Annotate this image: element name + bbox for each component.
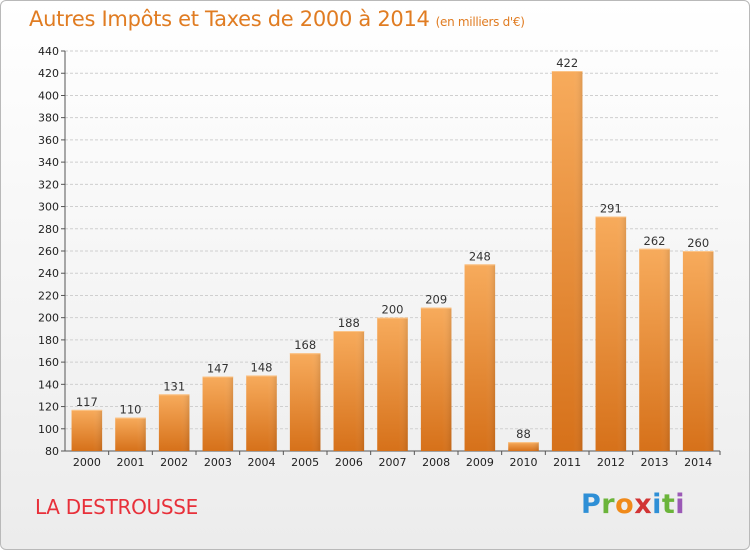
x-tick-label: 2000 — [73, 456, 101, 469]
axes: 80 100 120 140 160 180 200 220 240 260 280 300 320 34… — [38, 45, 721, 469]
x-tick-label: 2010 — [510, 456, 538, 469]
y-tick-label: 440 — [38, 45, 59, 58]
data-label: 117 — [76, 395, 98, 409]
chart-unit: (en milliers d'€) — [435, 15, 525, 29]
x-tick-label: 2013 — [641, 456, 669, 469]
data-label: 248 — [469, 249, 491, 263]
bar-shade — [202, 376, 234, 451]
x-tick-label: 2005 — [291, 456, 319, 469]
y-tick-label: 280 — [38, 223, 59, 236]
x-tick-label: 2014 — [684, 456, 712, 469]
data-label: 131 — [163, 379, 185, 393]
logo-letter: x — [634, 489, 653, 520]
x-tick-label: 2003 — [204, 456, 232, 469]
bar-shade — [71, 409, 103, 451]
data-label: 168 — [294, 338, 316, 352]
y-tick-label: 360 — [38, 134, 59, 147]
y-tick-label: 420 — [38, 67, 59, 80]
bar-shade — [289, 353, 321, 451]
chart-title: Autres Impôts et Taxes de 2000 à 2014 (en… — [29, 7, 525, 31]
x-tick-label: 2012 — [597, 456, 625, 469]
bar-shade — [246, 375, 277, 451]
data-label: 147 — [207, 362, 229, 376]
data-label: 422 — [556, 56, 578, 70]
bar-shade — [508, 442, 539, 451]
data-label: 148 — [251, 360, 273, 374]
data-label: 200 — [382, 303, 404, 317]
y-tick-label: 100 — [38, 423, 59, 436]
y-tick-label: 180 — [38, 334, 59, 347]
bar-shade — [115, 417, 146, 451]
bar-shade — [464, 264, 496, 451]
y-tick-label: 140 — [38, 378, 59, 391]
data-label: 88 — [516, 427, 531, 441]
data-label: 110 — [120, 403, 142, 417]
bar-shade — [333, 331, 365, 451]
logo-letter: t — [661, 489, 676, 520]
x-tick-label: 2008 — [422, 456, 450, 469]
data-label: 209 — [425, 293, 447, 307]
x-tick-label: 2004 — [248, 456, 276, 469]
y-tick-label: 220 — [38, 289, 59, 302]
chart-title-text: Autres Impôts et Taxes de 2000 à 2014 — [29, 7, 430, 31]
x-tick-label: 2009 — [466, 456, 494, 469]
bar-shade — [595, 216, 627, 451]
bar-shade — [377, 317, 408, 451]
bar-shade — [639, 248, 670, 451]
y-tick-label: 240 — [38, 267, 59, 280]
data-labels: 117 110 131 147 148 168 188 200 209 248 88 422 291 26… — [76, 56, 709, 441]
y-tick-label: 400 — [38, 89, 59, 102]
x-tick-label: 2006 — [335, 456, 363, 469]
x-tick-label: 2011 — [553, 456, 581, 469]
bar-shade — [158, 394, 190, 451]
y-tick-label: 80 — [45, 445, 59, 458]
bar-shade — [420, 307, 452, 451]
x-tick-label: 2007 — [379, 456, 407, 469]
y-tick-label: 320 — [38, 178, 59, 191]
x-tick-label: 2002 — [160, 456, 188, 469]
y-tick-label: 260 — [38, 245, 59, 258]
y-tick-label: 120 — [38, 401, 59, 414]
logo-letter: r — [601, 489, 616, 520]
bar-shade — [682, 251, 714, 451]
y-tick-label: 380 — [38, 112, 59, 125]
bars — [71, 71, 714, 451]
logo-letter: i — [675, 489, 686, 520]
data-label: 291 — [600, 202, 622, 216]
data-label: 188 — [338, 316, 360, 330]
proxiti-logo[interactable]: Proxiti — [581, 489, 685, 520]
x-tick-label: 2001 — [117, 456, 145, 469]
y-tick-label: 340 — [38, 156, 59, 169]
data-label: 262 — [644, 234, 666, 248]
logo-letter: P — [581, 489, 602, 520]
logo-letter: o — [615, 489, 635, 520]
logo-letter: i — [652, 489, 662, 520]
bar-shade — [551, 71, 583, 451]
y-tick-label: 160 — [38, 356, 59, 369]
y-tick-label: 300 — [38, 201, 59, 214]
commune-name: LA DESTROUSSE — [35, 495, 198, 519]
y-tick-label: 200 — [38, 312, 59, 325]
data-label: 260 — [687, 236, 709, 250]
